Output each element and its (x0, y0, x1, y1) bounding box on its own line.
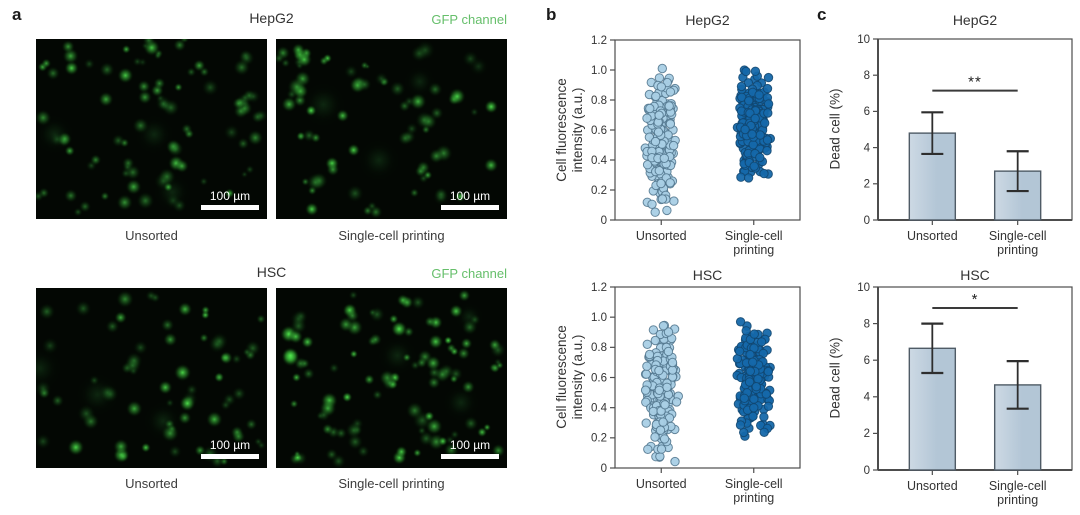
chart-b-hsc: HSC Cell fluorescence intensity (a.u.) 0… (545, 253, 820, 515)
svg-text:*: * (972, 291, 979, 308)
svg-text:4: 4 (864, 392, 871, 404)
micrograph-hepg2-single-cell: 100 µm (276, 39, 507, 219)
chart-c-hepg2: HepG2 Dead cell (%) 0 2 4 6 8 10 Unsorted Singl… (815, 0, 1080, 257)
chart-title: HepG2 (685, 12, 730, 28)
svg-text:0.6: 0.6 (591, 125, 607, 137)
micrograph-canvas-hsc-single-cell (276, 288, 507, 468)
svg-text:0.4: 0.4 (591, 402, 608, 414)
svg-text:0.4: 0.4 (591, 155, 608, 167)
svg-text:1.2: 1.2 (591, 35, 607, 47)
scale-bar: 100 µm (441, 190, 499, 210)
svg-text:printing: printing (733, 491, 774, 505)
svg-text:Single-cell: Single-cell (725, 477, 783, 491)
svg-text:Single-cell: Single-cell (989, 229, 1047, 243)
svg-text:1.2: 1.2 (591, 282, 607, 294)
caption-hsc-single-cell: Single-cell printing (338, 476, 445, 491)
svg-text:Single-cell: Single-cell (989, 479, 1047, 493)
svg-text:1.0: 1.0 (591, 312, 607, 324)
gfp-channel-label-hepg2: GFP channel (431, 12, 507, 27)
scale-bar: 100 µm (201, 439, 259, 459)
svg-text:printing: printing (733, 243, 774, 257)
svg-text:0.2: 0.2 (591, 185, 607, 197)
micrograph-row-title-hepg2: HepG2 (249, 10, 294, 26)
scale-bar-label: 100 µm (449, 438, 491, 452)
svg-text:0: 0 (864, 465, 870, 477)
scale-bar-label: 100 µm (209, 438, 251, 452)
chart-title: HSC (960, 267, 990, 283)
svg-text:6: 6 (864, 355, 870, 367)
strip-plot-hepg2: 0 0.2 0.4 0.6 0.8 1.0 1.2 Unsorted Single-cellpr… (591, 35, 801, 257)
svg-text:Unsorted: Unsorted (907, 229, 958, 243)
scale-bar-line (201, 454, 259, 459)
panel-c-label: c (817, 5, 827, 24)
svg-text:8: 8 (864, 70, 870, 82)
svg-text:2: 2 (864, 428, 870, 440)
caption-hsc-unsorted: Unsorted (125, 476, 178, 491)
scale-bar: 100 µm (201, 190, 259, 210)
svg-text:4: 4 (864, 142, 871, 154)
svg-text:6: 6 (864, 106, 870, 118)
caption-hepg2-unsorted: Unsorted (125, 228, 178, 243)
svg-text:1.0: 1.0 (591, 65, 607, 77)
svg-text:2: 2 (864, 179, 870, 191)
micrograph-row-title-hsc: HSC (256, 264, 287, 280)
svg-text:0: 0 (864, 215, 870, 227)
svg-text:0.8: 0.8 (591, 95, 607, 107)
svg-text:0.8: 0.8 (591, 342, 607, 354)
chart-c-hsc: HSC Dead cell (%) 0 2 4 6 8 10 Unsorted Single-… (815, 253, 1080, 515)
svg-text:Unsorted: Unsorted (636, 229, 687, 243)
svg-text:printing: printing (997, 493, 1038, 507)
chart-title: HepG2 (952, 12, 998, 28)
scale-bar-line (441, 454, 499, 459)
caption-hepg2-single-cell: Single-cell printing (338, 228, 445, 243)
scale-bar-line (441, 205, 499, 210)
svg-text:0.2: 0.2 (591, 433, 607, 445)
micrograph-canvas-hepg2-single-cell (276, 39, 507, 219)
micrograph-canvas-hsc-unsorted (36, 288, 267, 468)
svg-text:**: ** (968, 74, 982, 91)
svg-text:Unsorted: Unsorted (907, 479, 958, 493)
svg-text:Unsorted: Unsorted (636, 477, 687, 491)
svg-text:0.6: 0.6 (591, 372, 607, 384)
scale-bar: 100 µm (441, 439, 499, 459)
panel-b-label: b (546, 5, 557, 24)
gfp-channel-label-hsc: GFP channel (431, 266, 507, 281)
chart-b-hepg2: HepG2 Cell fluorescence intensity (a.u.)… (545, 0, 820, 257)
micrograph-hsc-single-cell: 100 µm (276, 288, 507, 468)
chart-title: HSC (692, 267, 723, 283)
svg-text:0: 0 (601, 215, 607, 227)
svg-text:Single-cell: Single-cell (725, 229, 783, 243)
svg-text:printing: printing (997, 243, 1038, 257)
scale-bar-line (201, 205, 259, 210)
micrograph-canvas-hepg2-unsorted (36, 39, 267, 219)
svg-text:0: 0 (601, 463, 607, 475)
strip-plot-hsc: 0 0.2 0.4 0.6 0.8 1.0 1.2 Unsorted Single-cellpr… (591, 282, 801, 505)
scale-bar-label: 100 µm (209, 189, 251, 203)
panel-a-label: a (12, 5, 22, 24)
svg-text:8: 8 (864, 318, 870, 330)
scale-bar-label: 100 µm (449, 189, 491, 203)
svg-text:10: 10 (857, 34, 870, 46)
micrograph-hsc-unsorted: 100 µm (36, 288, 267, 468)
svg-text:10: 10 (857, 282, 870, 294)
micrograph-hepg2-unsorted: 100 µm (36, 39, 267, 219)
